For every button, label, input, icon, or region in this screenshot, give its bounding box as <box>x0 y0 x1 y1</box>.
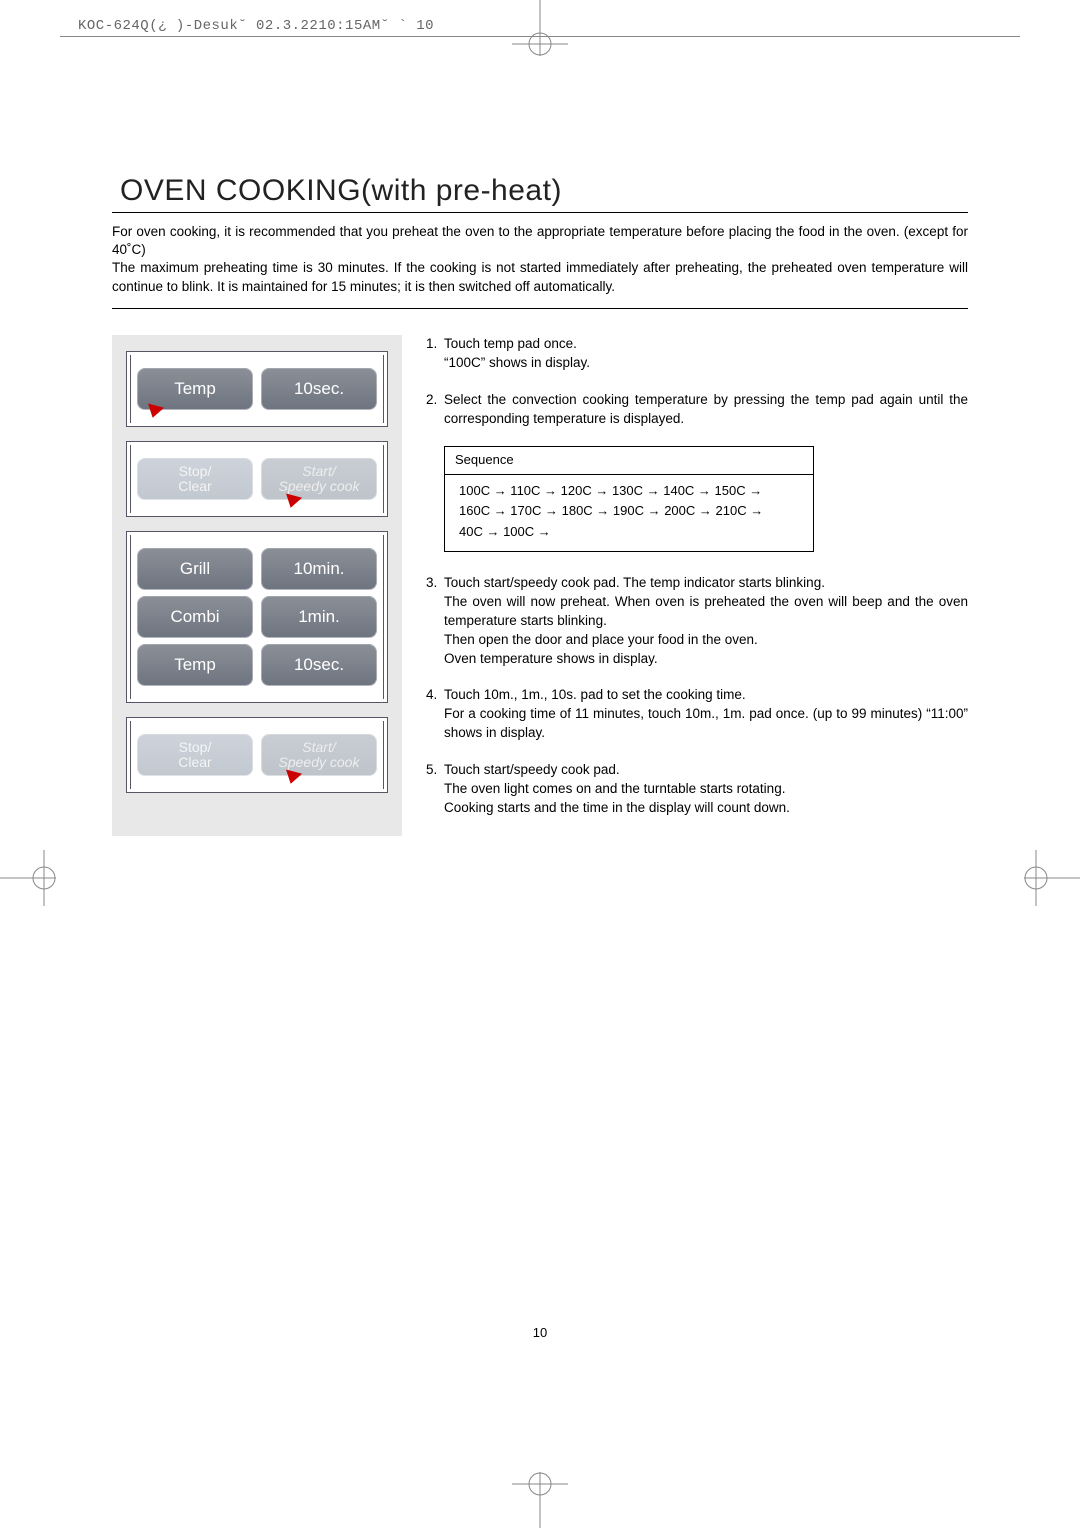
clear-label: Clear <box>178 479 211 494</box>
clear-label-2: Clear <box>178 755 211 770</box>
stop-clear-button-2[interactable]: Stop/ Clear <box>137 734 253 776</box>
crop-mark-bottom <box>512 1472 568 1528</box>
page-title: OVEN COOKING(with pre-heat) <box>112 174 968 213</box>
start-label: Start/ <box>302 464 335 479</box>
crop-mark-left <box>0 850 56 906</box>
stop-label: Stop/ <box>179 464 212 479</box>
seq-line-1: 100C → 110C → 120C → 130C → 140C → 150C … <box>459 481 803 502</box>
temp-button[interactable]: Temp <box>137 368 253 410</box>
step-5-num: 5. <box>426 761 444 818</box>
onemin-button-label: 1min. <box>298 607 340 627</box>
sequence-body: 100C → 110C → 120C → 130C → 140C → 150C … <box>445 475 813 551</box>
step-1-num: 1. <box>426 335 444 373</box>
grill-button[interactable]: Grill <box>137 548 253 590</box>
crop-mark-right <box>1024 850 1080 906</box>
step-4-num: 4. <box>426 686 444 743</box>
page-number: 10 <box>533 1325 547 1340</box>
panel-group-2: Grill 10min. Combi 1min. Tem <box>126 531 388 703</box>
panel-group-1b: Stop/ Clear Start/ Speedy cook <box>126 441 388 517</box>
temp-button-2[interactable]: Temp <box>137 644 253 686</box>
start-label-2: Start/ <box>302 740 335 755</box>
start-speedy-button[interactable]: Start/ Speedy cook <box>261 458 377 500</box>
tenmin-button[interactable]: 10min. <box>261 548 377 590</box>
panel-group-2b: Stop/ Clear Start/ Speedy cook <box>126 717 388 793</box>
page-content: OVEN COOKING(with pre-heat) For oven coo… <box>112 174 968 836</box>
tensec-button-2[interactable]: 10sec. <box>261 644 377 686</box>
header-rule <box>60 36 1020 37</box>
step-3: 3. Touch start/speedy cook pad. The temp… <box>426 574 968 668</box>
crop-mark-top <box>512 0 568 56</box>
tensec-button-label: 10sec. <box>294 379 344 399</box>
step-4: 4. Touch 10m., 1m., 10s. pad to set the … <box>426 686 968 743</box>
onemin-button[interactable]: 1min. <box>261 596 377 638</box>
instructions: 1. Touch temp pad once. “100C” shows in … <box>426 335 968 836</box>
tensec-button-2-label: 10sec. <box>294 655 344 675</box>
start-speedy-button-2[interactable]: Start/ Speedy cook <box>261 734 377 776</box>
step-3-text: Touch start/speedy cook pad. The temp in… <box>444 574 968 668</box>
seq-line-2: 160C → 170C → 180C → 190C → 200C → 210C … <box>459 501 803 522</box>
step-4-text: Touch 10m., 1m., 10s. pad to set the coo… <box>444 686 968 743</box>
section-divider <box>112 308 968 309</box>
step-2: 2. Select the convection cooking tempera… <box>426 391 968 429</box>
tenmin-button-label: 10min. <box>293 559 344 579</box>
step-5: 5. Touch start/speedy cook pad. The oven… <box>426 761 968 818</box>
step-3-num: 3. <box>426 574 444 668</box>
tensec-button[interactable]: 10sec. <box>261 368 377 410</box>
step-2-text: Select the convection cooking temperatur… <box>444 391 968 429</box>
grill-button-label: Grill <box>180 559 210 579</box>
sequence-box: Sequence 100C → 110C → 120C → 130C → 140… <box>444 446 814 552</box>
combi-button-label: Combi <box>170 607 219 627</box>
temp-button-2-label: Temp <box>174 655 216 675</box>
panel-group-1: Temp 10sec. <box>126 351 388 427</box>
combi-button[interactable]: Combi <box>137 596 253 638</box>
temp-button-label: Temp <box>174 379 216 399</box>
step-2-num: 2. <box>426 391 444 429</box>
control-panel: Temp 10sec. Stop/ Clear Start/ <box>112 335 402 836</box>
sequence-heading: Sequence <box>445 447 813 474</box>
header-meta: KOC-624Q(¿ )-Desuk˘ 02.3.2210:15AM˘ ` 10 <box>78 18 434 34</box>
seq-line-3: 40C → 100C → <box>459 522 803 543</box>
stop-clear-button[interactable]: Stop/ Clear <box>137 458 253 500</box>
stop-label-2: Stop/ <box>179 740 212 755</box>
step-5-text: Touch start/speedy cook pad. The oven li… <box>444 761 968 818</box>
intro-text: For oven cooking, it is recommended that… <box>112 223 968 296</box>
step-1: 1. Touch temp pad once. “100C” shows in … <box>426 335 968 373</box>
step-1-text: Touch temp pad once. “100C” shows in dis… <box>444 335 968 373</box>
